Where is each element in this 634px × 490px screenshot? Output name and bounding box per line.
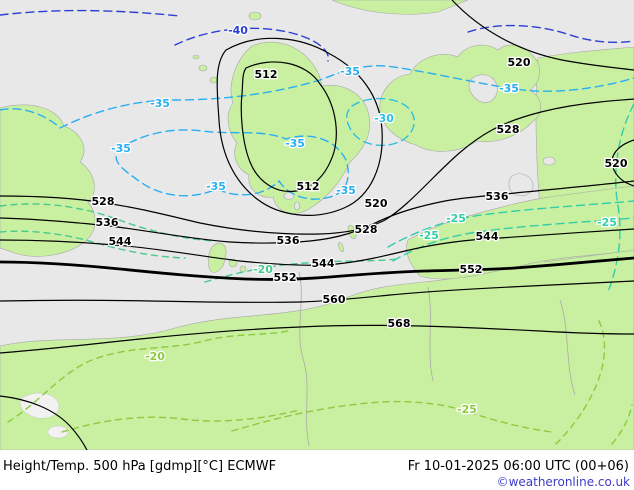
island-zealand — [228, 258, 238, 268]
temp-contours-minus35 — [0, 65, 634, 200]
temp-contours-minus40 — [0, 9, 634, 62]
river — [298, 271, 310, 447]
water-detail-layer — [20, 74, 576, 447]
temp-contour-minus20 — [7, 330, 289, 423]
island — [192, 54, 200, 60]
height-contour-520-loop — [216, 37, 383, 216]
height-label: 552 — [460, 263, 483, 276]
island — [198, 64, 208, 72]
island — [248, 11, 262, 21]
height-label: 544 — [476, 230, 499, 243]
temp-contour-minus35 — [59, 65, 634, 129]
temp-label: -35 — [150, 97, 170, 110]
temp-contour-minus40 — [0, 9, 181, 17]
height-contour-560 — [0, 280, 634, 304]
height-contour-544 — [0, 228, 634, 266]
height-contour-layer — [0, 0, 634, 450]
island-oland — [338, 241, 344, 253]
river — [559, 299, 576, 396]
land-layer — [0, 0, 634, 450]
height-contour-552-bold — [0, 256, 634, 281]
river — [427, 286, 434, 382]
height-label: 544 — [312, 257, 335, 270]
temp-label: -40 — [228, 24, 248, 37]
temp-contour-minus40 — [467, 24, 634, 44]
temp-label: -35 — [111, 142, 131, 155]
temp-label: -25 — [457, 403, 477, 416]
temp-label: -35 — [285, 137, 305, 150]
copyright-link[interactable]: ©weatheronline.co.uk — [496, 475, 630, 489]
temp-label: -35 — [336, 184, 356, 197]
island-funen — [239, 265, 247, 273]
temp-contour-minus25 — [387, 200, 634, 248]
land-scandinavia — [227, 41, 371, 214]
temp-label: -25 — [446, 212, 466, 225]
weather-map: 512 512 520 520 520 528 528 528 536 536 … — [0, 0, 634, 450]
height-label: 568 — [388, 317, 411, 330]
temp-label: -35 — [206, 180, 226, 193]
temp-label: -35 — [340, 65, 360, 78]
temp-contour-minus35 — [0, 108, 59, 127]
temp-label: -35 — [499, 82, 519, 95]
temp-contour-minus35 — [115, 129, 349, 200]
height-label: 536 — [277, 234, 300, 247]
height-label: 544 — [109, 235, 132, 248]
height-label: 512 — [297, 180, 320, 193]
temp-contour-left-teal — [0, 203, 215, 242]
map-datetime-label: Fr 10-01-2025 06:00 UTC (00+06) — [407, 459, 629, 474]
height-contour-568 — [0, 324, 634, 354]
terrain-white-patch — [47, 425, 69, 439]
height-label: 552 — [274, 271, 297, 284]
height-label: 520 — [508, 56, 531, 69]
temp-label: -20 — [145, 350, 165, 363]
temp-contour-minus20 — [611, 404, 633, 445]
temp-contours-minus30 — [346, 97, 415, 147]
footer: Height/Temp. 500 hPa [gdmp][°C] ECMWF Fr… — [0, 450, 634, 490]
height-label: 512 — [255, 68, 278, 81]
temp-contour-minus30 — [346, 97, 415, 147]
height-contour-536 — [0, 180, 634, 244]
height-contour-520-rightedge — [611, 139, 634, 187]
temp-contour-minus25-green — [231, 400, 553, 433]
temp-contour-minus40 — [174, 27, 329, 62]
height-contour-bottomleft — [0, 395, 88, 450]
height-label: 536 — [96, 216, 119, 229]
height-label: 536 — [486, 190, 509, 203]
temp-contour-minus20 — [61, 409, 301, 433]
land-top-strip — [331, 0, 469, 15]
land-baltic-states — [406, 185, 634, 280]
temp-label: -25 — [597, 216, 617, 229]
height-contour-520-topright — [451, 0, 634, 71]
contour-label-layer: 512 512 520 520 520 528 528 528 536 536 … — [90, 23, 629, 418]
height-contour-512 — [240, 61, 337, 193]
temp-contour-minus25-green — [555, 316, 606, 445]
height-label: 520 — [605, 157, 628, 170]
temp-label: -30 — [374, 112, 394, 125]
height-contour-528 — [0, 98, 634, 235]
height-label: 560 — [323, 293, 346, 306]
map-title-label: Height/Temp. 500 hPa [gdmp][°C] ECMWF — [3, 459, 277, 474]
lake-onega — [542, 156, 556, 166]
height-label: 528 — [497, 123, 520, 136]
temp-contours-minus20-green — [7, 316, 633, 445]
lake-vanern — [283, 192, 295, 200]
height-label: 520 — [365, 197, 388, 210]
temp-contour-minus25 — [607, 103, 634, 293]
island — [209, 76, 219, 84]
temp-label: -20 — [253, 263, 273, 276]
height-label: 528 — [355, 223, 378, 236]
white-sea — [468, 74, 498, 103]
height-label: 528 — [92, 195, 115, 208]
lake-vattern — [294, 201, 300, 211]
lake-ladoga — [508, 173, 534, 197]
temp-contour-minus20-mid — [204, 258, 397, 283]
temp-label: -25 — [419, 229, 439, 242]
